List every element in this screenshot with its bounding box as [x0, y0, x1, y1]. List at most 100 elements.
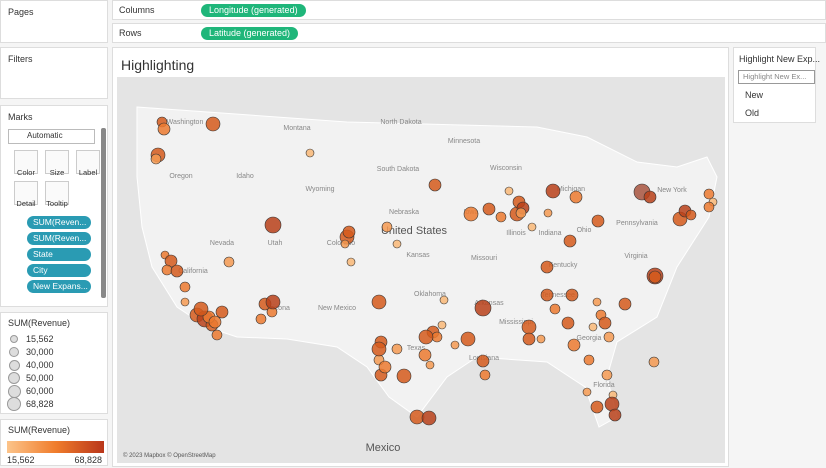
mark-pill[interactable]: SUM(Reven...	[27, 216, 91, 229]
map-mark[interactable]	[515, 207, 527, 219]
mark-pill[interactable]: City	[27, 264, 91, 277]
mark-pill[interactable]: State	[27, 248, 91, 261]
map-mark[interactable]	[561, 316, 575, 330]
map-mark[interactable]	[588, 322, 598, 332]
map-mark[interactable]	[703, 188, 715, 200]
map-mark[interactable]	[392, 239, 402, 249]
scrollbar[interactable]	[101, 128, 106, 298]
map-mark[interactable]	[418, 348, 432, 362]
map-mark[interactable]	[563, 234, 577, 248]
map-mark[interactable]	[592, 297, 602, 307]
mark-type-dropdown[interactable]: Automatic	[8, 129, 95, 144]
map-mark[interactable]	[208, 315, 222, 329]
map-mark[interactable]	[305, 148, 315, 158]
map-mark[interactable]	[425, 360, 435, 370]
map-mark[interactable]	[428, 178, 442, 192]
mark-button[interactable]	[14, 150, 38, 174]
map-mark[interactable]	[255, 313, 267, 325]
map-mark[interactable]	[150, 153, 162, 165]
map-mark[interactable]	[170, 264, 184, 278]
map-mark[interactable]	[703, 201, 715, 213]
map-mark[interactable]	[418, 329, 434, 345]
map-label: Minnesota	[448, 138, 480, 145]
mark-button[interactable]	[45, 150, 69, 174]
map-mark[interactable]	[590, 400, 604, 414]
map-mark[interactable]	[391, 343, 403, 355]
map-mark[interactable]	[205, 116, 221, 132]
size-swatch	[7, 384, 21, 398]
map-mark[interactable]	[193, 301, 209, 317]
map-mark[interactable]	[618, 297, 632, 311]
map-mark[interactable]	[346, 257, 356, 267]
color-min: 15,562	[7, 455, 35, 465]
map-mark[interactable]	[527, 222, 537, 232]
map-mark[interactable]	[495, 211, 507, 223]
map-mark[interactable]	[591, 214, 605, 228]
map-mark[interactable]	[211, 329, 223, 341]
columns-pill[interactable]: Longitude (generated)	[201, 4, 306, 17]
map-mark[interactable]	[479, 369, 491, 381]
map-mark[interactable]	[476, 354, 490, 368]
map-mark[interactable]	[378, 360, 392, 374]
option[interactable]: New	[745, 90, 764, 100]
map-mark[interactable]	[439, 295, 449, 305]
map-label: Wisconsin	[490, 165, 522, 172]
map-mark[interactable]	[381, 221, 393, 233]
map-mark[interactable]	[223, 256, 235, 268]
map-mark[interactable]	[474, 299, 492, 317]
map-mark[interactable]	[161, 264, 173, 276]
highlighter-search[interactable]: Highlight New Ex...	[738, 70, 815, 84]
map-mark[interactable]	[371, 341, 387, 357]
map-mark[interactable]	[598, 316, 612, 330]
mark-button[interactable]	[14, 181, 38, 205]
map-mark[interactable]	[371, 294, 387, 310]
option[interactable]: Old	[745, 108, 760, 118]
map-mark[interactable]	[396, 368, 412, 384]
map-mark[interactable]	[264, 216, 282, 234]
map-mark[interactable]	[648, 270, 662, 284]
map-mark[interactable]	[604, 396, 620, 412]
map-mark[interactable]	[482, 202, 496, 216]
map-mark[interactable]	[179, 281, 191, 293]
map-mark[interactable]	[504, 186, 514, 196]
map-mark[interactable]	[157, 122, 171, 136]
map-mark[interactable]	[685, 209, 697, 221]
map-mark[interactable]	[450, 340, 460, 350]
map-mark[interactable]	[460, 331, 476, 347]
mark-button[interactable]	[45, 181, 69, 205]
map-mark[interactable]	[567, 338, 581, 352]
map-mark[interactable]	[215, 305, 229, 319]
map-mark[interactable]	[648, 356, 660, 368]
map-mark[interactable]	[463, 206, 479, 222]
map-mark[interactable]	[582, 387, 592, 397]
map-mark[interactable]	[543, 208, 553, 218]
rows-pill[interactable]: Latitude (generated)	[201, 27, 299, 40]
map-mark[interactable]	[569, 190, 583, 204]
map-mark[interactable]	[342, 225, 356, 239]
map-mark[interactable]	[265, 294, 281, 310]
map-mark[interactable]	[601, 369, 613, 381]
map-label: Pennsylvania	[616, 220, 658, 227]
map-mark[interactable]	[583, 354, 595, 366]
map-mark[interactable]	[437, 320, 447, 330]
map-mark[interactable]	[643, 190, 657, 204]
mark-button[interactable]	[76, 150, 100, 174]
map-mark[interactable]	[565, 288, 579, 302]
map-mark[interactable]	[340, 239, 350, 249]
map-mark[interactable]	[545, 183, 561, 199]
map-mark[interactable]	[540, 288, 554, 302]
map-mark[interactable]	[603, 331, 615, 343]
mark-pill[interactable]: New Expans...	[27, 280, 91, 293]
map[interactable]: © 2023 Mapbox © OpenStreetMap Washington…	[117, 77, 725, 463]
map-mark[interactable]	[431, 331, 443, 343]
map-mark[interactable]	[180, 297, 190, 307]
mark-pill[interactable]: SUM(Reven...	[27, 232, 91, 245]
map-mark[interactable]	[549, 303, 561, 315]
map-mark[interactable]	[521, 319, 537, 335]
map-mark[interactable]	[608, 408, 622, 422]
map-mark[interactable]	[540, 260, 554, 274]
map-mark[interactable]	[522, 332, 536, 346]
map-mark[interactable]	[536, 334, 546, 344]
map-mark[interactable]	[421, 410, 437, 426]
